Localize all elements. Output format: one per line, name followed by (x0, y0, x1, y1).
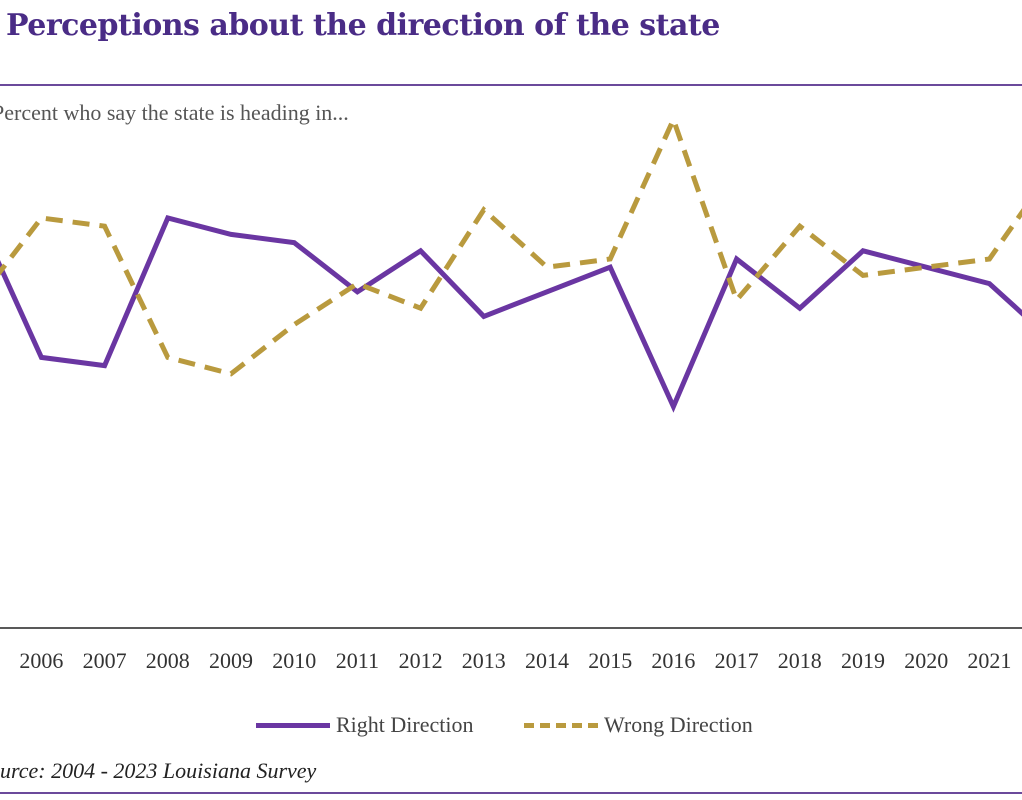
legend-swatch-wrong-direction (524, 722, 598, 728)
source-note: Source: 2004 - 2023 Louisiana Survey (0, 758, 317, 783)
series-line-right-direction (0, 215, 1022, 413)
x-tick-label: 2020 (904, 648, 948, 673)
x-tick-label: 2017 (715, 648, 759, 673)
x-tick-labels: 2004200520062007200820092010201120122013… (0, 648, 1011, 673)
series-line-wrong-direction (0, 112, 1022, 377)
x-tick-label: 2016 (651, 648, 695, 673)
x-tick-label: 2007 (83, 648, 127, 673)
legend-swatch-right-direction (256, 722, 330, 728)
x-tick-label: 2008 (146, 648, 190, 673)
series-layer (0, 112, 1022, 413)
x-tick-label: 2015 (588, 648, 632, 673)
title-divider (0, 84, 1022, 86)
footer-divider (0, 792, 1022, 794)
chart-subtitle: Percent who say the state is heading in.… (0, 100, 349, 125)
legend: Right Direction Wrong Direction (0, 712, 1022, 742)
x-tick-label: 2011 (336, 648, 379, 673)
x-tick-label: 2019 (841, 648, 885, 673)
legend-item-right-direction: Right Direction (256, 712, 473, 738)
line-chart: 2004200520062007200820092010201120122013… (0, 112, 1022, 673)
x-tick-label: 2009 (209, 648, 253, 673)
legend-item-wrong-direction: Wrong Direction (524, 712, 753, 738)
x-tick-label: 2013 (462, 648, 506, 673)
chart-title: Perceptions about the direction of the s… (6, 8, 720, 43)
legend-label-wrong-direction: Wrong Direction (604, 712, 753, 737)
x-tick-label: 2012 (399, 648, 443, 673)
x-tick-label: 2018 (778, 648, 822, 673)
x-tick-label: 2010 (272, 648, 316, 673)
x-tick-label: 2014 (525, 648, 569, 673)
legend-label-right-direction: Right Direction (336, 712, 474, 737)
x-tick-label: 2021 (967, 648, 1011, 673)
x-tick-label: 2006 (19, 648, 63, 673)
